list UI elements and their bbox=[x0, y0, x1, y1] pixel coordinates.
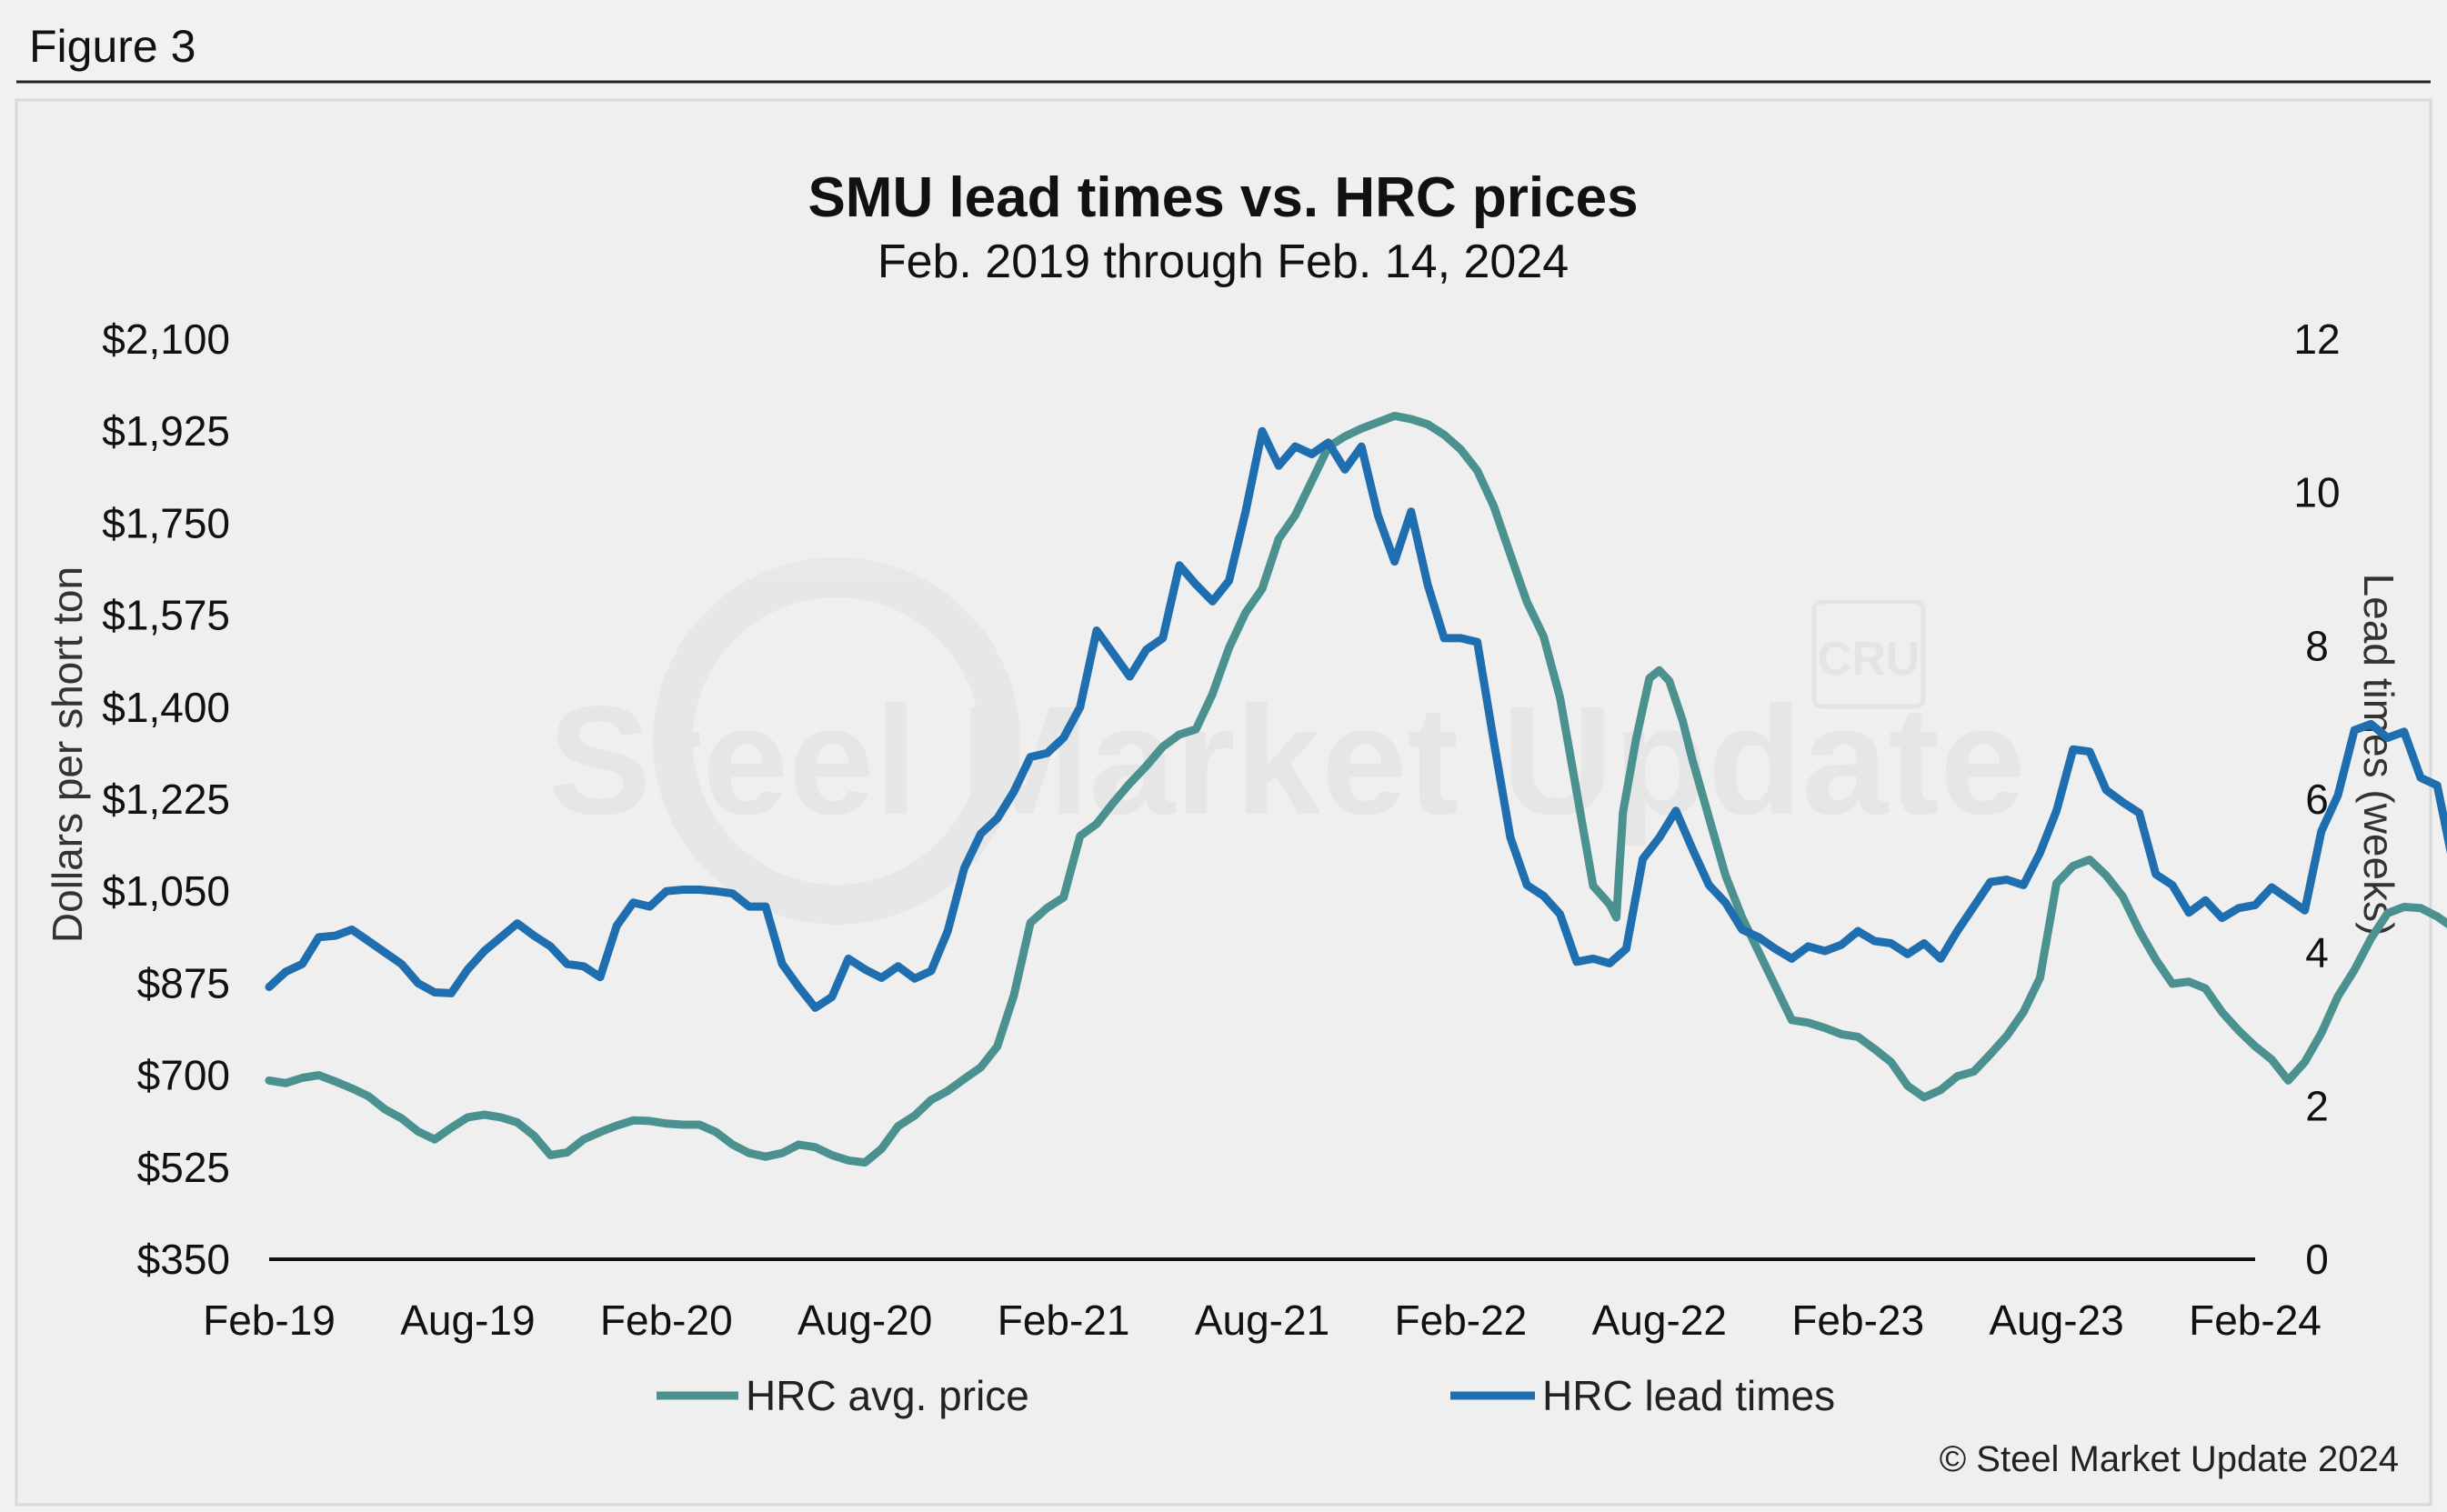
y-left-axis-title: Dollars per short ton bbox=[44, 566, 91, 943]
chart-title: SMU lead times vs. HRC prices bbox=[807, 166, 1638, 229]
y-left-tick-label: $350 bbox=[137, 1236, 230, 1283]
x-tick-label: Feb-19 bbox=[203, 1297, 336, 1344]
x-tick-label: Aug-20 bbox=[797, 1297, 932, 1344]
y-left-tick-label: $2,100 bbox=[102, 315, 230, 363]
y-left-tick-label: $1,925 bbox=[102, 407, 230, 455]
y-right-tick-label: 0 bbox=[2305, 1236, 2329, 1283]
y-left-tick-label: $700 bbox=[137, 1052, 230, 1099]
y-left-tick-labels: $2,100 $1,925 $1,750 $1,575 $1,400 $1,225 $1,0… bbox=[102, 315, 230, 1283]
watermark: Steel Market Update CRU bbox=[548, 557, 2026, 925]
legend: HRC avg. price HRC lead times bbox=[657, 1372, 1835, 1419]
y-left-tick-label: $1,750 bbox=[102, 499, 230, 546]
figure-label: Figure 3 bbox=[29, 21, 196, 72]
y-left-tick-label: $1,400 bbox=[102, 684, 230, 731]
y-left-tick-label: $1,225 bbox=[102, 776, 230, 823]
series-lines bbox=[265, 411, 2447, 1167]
x-tick-label: Aug-22 bbox=[1592, 1297, 1727, 1344]
x-tick-label: Feb-20 bbox=[600, 1297, 733, 1344]
y-right-tick-label: 8 bbox=[2305, 622, 2329, 669]
cru-logo-text: CRU bbox=[1818, 633, 1920, 686]
legend-label-lead: HRC lead times bbox=[1542, 1372, 1835, 1419]
watermark-text: Steel Market Update bbox=[548, 675, 2026, 847]
x-tick-label: Feb-24 bbox=[2189, 1297, 2322, 1344]
y-right-tick-label: 12 bbox=[2293, 315, 2340, 363]
y-left-tick-label: $525 bbox=[137, 1144, 230, 1191]
chart-panel bbox=[15, 98, 2432, 1507]
legend-label-price: HRC avg. price bbox=[746, 1372, 1029, 1419]
x-tick-label: Feb-21 bbox=[998, 1297, 1130, 1344]
y-left-tick-label: $1,575 bbox=[102, 592, 230, 639]
chart-subtitle: Feb. 2019 through Feb. 14, 2024 bbox=[878, 235, 1569, 288]
series-line-hrc-price bbox=[265, 411, 2447, 1167]
y-right-tick-label: 2 bbox=[2305, 1082, 2329, 1129]
y-right-tick-label: 10 bbox=[2293, 469, 2340, 516]
cru-logo-icon bbox=[1811, 599, 1926, 709]
series-line-hrc-lead-times bbox=[265, 426, 2447, 1012]
y-right-axis-title: Lead times (weeks) bbox=[2355, 574, 2402, 936]
y-right-tick-label: 4 bbox=[2305, 929, 2329, 976]
x-tick-label: Aug-21 bbox=[1195, 1297, 1329, 1344]
y-left-tick-label: $1,050 bbox=[102, 867, 230, 915]
x-tick-label: Aug-23 bbox=[1989, 1297, 2123, 1344]
watermark-ring-icon bbox=[653, 557, 1020, 925]
y-left-tick-label: $875 bbox=[137, 959, 230, 1006]
x-tick-label: Feb-22 bbox=[1395, 1297, 1528, 1344]
x-tick-labels: Feb-19 Aug-19 Feb-20 Aug-20 Feb-21 Aug-21 Feb-… bbox=[203, 1297, 2322, 1344]
x-tick-label: Aug-19 bbox=[400, 1297, 535, 1344]
copyright-text: © Steel Market Update 2024 bbox=[1940, 1439, 2399, 1479]
x-tick-label: Feb-23 bbox=[1791, 1297, 1924, 1344]
